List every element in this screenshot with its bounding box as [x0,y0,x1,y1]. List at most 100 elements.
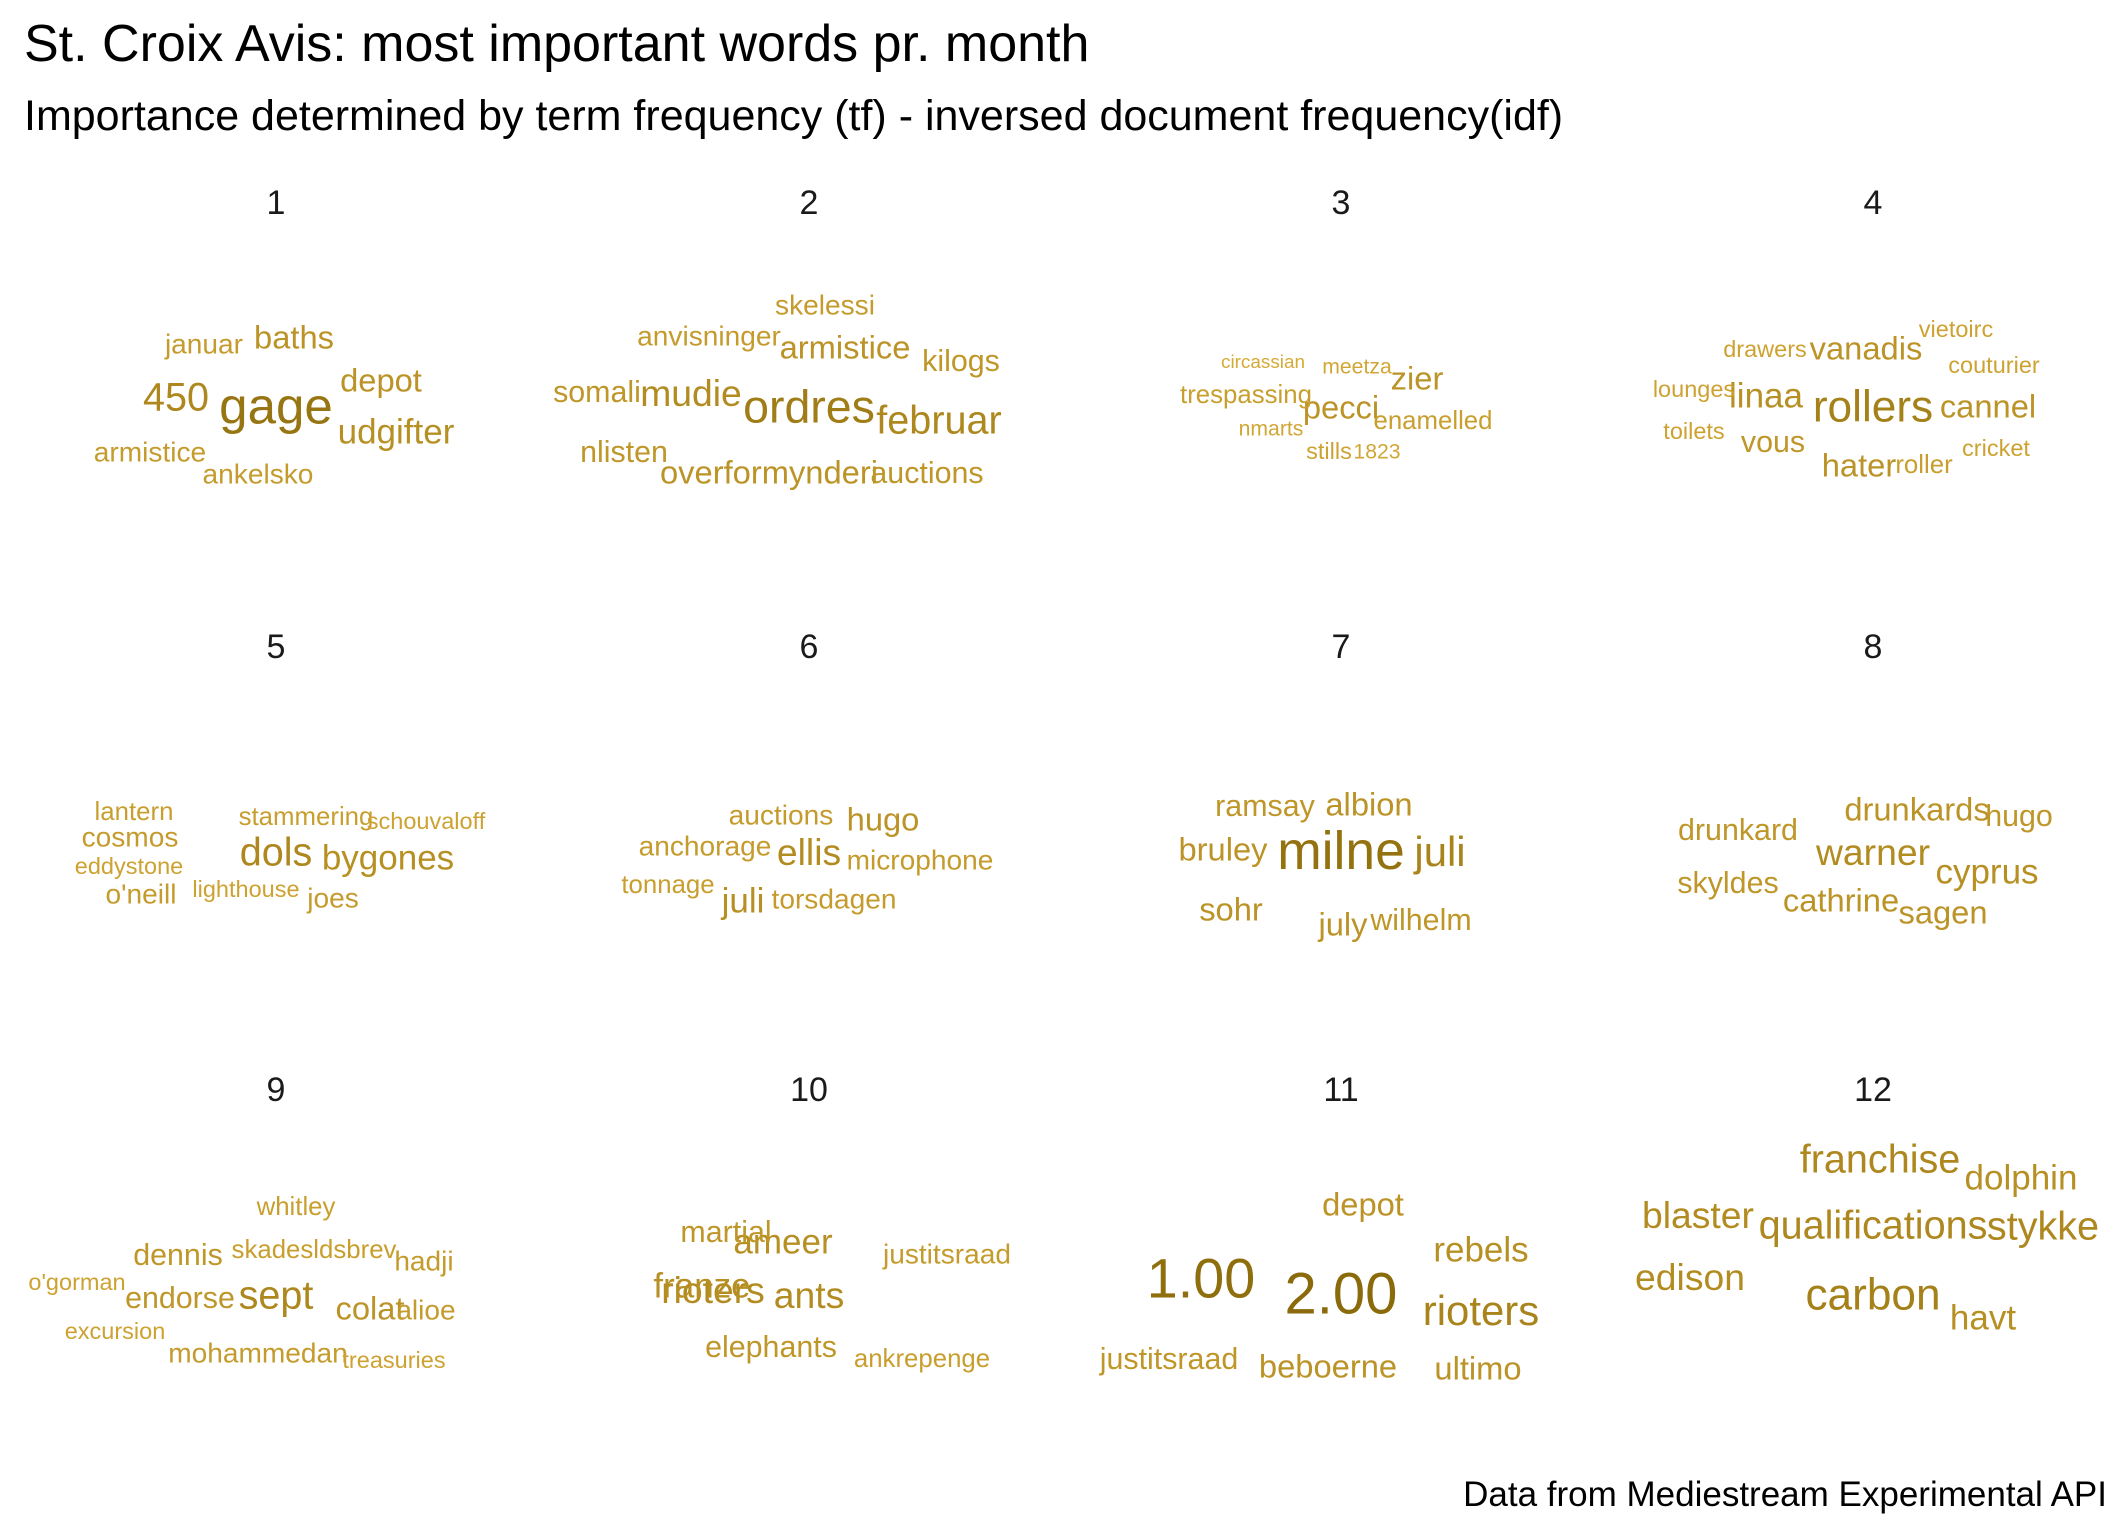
facet-title: 4 [1864,184,1883,222]
facet-title: 6 [800,628,819,666]
word-label: auctions [870,456,983,490]
word-label: lounges [1653,376,1735,402]
chart-title: St. Croix Avis: most important words pr.… [24,15,1090,73]
word-label: schouvaloff [367,808,486,834]
word-label: 1.00 [1147,1248,1255,1310]
chart-caption: Data from Mediestream Experimental API [1463,1475,2107,1514]
word-label: 450 [143,375,209,419]
word-label: torsdagen [772,883,897,914]
word-label: o'gorman [28,1269,125,1295]
word-label: sagen [1898,894,1987,931]
word-label: couturier [1948,352,2040,378]
word-label: eddystone [75,853,183,879]
word-label: ordres [743,380,875,432]
word-label: 1823 [1353,441,1400,464]
word-label: skelessi [775,289,875,320]
word-label: depot [340,362,422,399]
facet-title: 12 [1854,1071,1892,1109]
word-label: microphone [847,844,994,875]
word-label: carbon [1805,1271,1940,1320]
word-label: armistice [94,436,206,467]
word-label: qualifications [1759,1203,1988,1247]
word-label: cannel [1940,388,2036,425]
word-label: rebels [1433,1230,1528,1269]
chart-subtitle: Importance determined by term frequency … [24,92,1564,140]
facet-panel-11: 11 2.00 1.00 rioters rebels depot ultimo beboer… [1099,1071,1539,1387]
word-label: drunkards [1844,791,1989,828]
word-label: juli [1412,828,1465,875]
word-label: colat [335,1290,404,1327]
word-label: mudie [640,372,742,414]
word-label: kilogs [922,344,1000,378]
word-label: nlisten [580,435,668,469]
word-label: dols [240,830,313,874]
word-label: roller [1895,451,1953,479]
word-label: rioters [661,1269,765,1311]
facet-title: 9 [267,1071,286,1109]
facet-panel-3: 3 pecci zier enamelled trespassing stills 1823… [1180,184,1492,464]
word-label: stykke [1987,1204,2099,1248]
word-label: ramsay [1215,789,1315,823]
word-label: 2.00 [1285,1261,1398,1326]
word-label: justitsraad [882,1238,1011,1269]
word-label: albion [1325,786,1412,823]
word-label: franze [653,1266,750,1305]
word-label: elephants [705,1330,837,1364]
word-label: somali [553,375,641,409]
word-label: armistice [780,329,911,366]
word-label: tonnage [621,871,714,899]
word-label: skyldes [1677,866,1778,900]
word-label: justitsraad [1099,1342,1239,1376]
facet-panel-4: 4 rollers linaa cannel vanadis hater vous rolle… [1653,184,2040,484]
word-label: nmarts [1239,418,1304,441]
word-label: milne [1277,822,1405,881]
facet-title: 10 [790,1071,828,1109]
word-label: edison [1635,1256,1745,1298]
word-label: martial [680,1215,771,1249]
word-label: drawers [1723,336,1807,362]
facet-title: 11 [1323,1071,1358,1109]
word-label: drunkard [1678,813,1798,847]
word-label: meetza [1322,356,1392,379]
word-label: sept [239,1273,314,1317]
word-label: overformynderi [660,454,878,491]
word-label: bygones [322,838,454,877]
word-label: depot [1322,1186,1404,1223]
word-label: skadesldsbrev [232,1236,397,1264]
word-label: ellis [777,831,841,873]
word-label: ankrepenge [854,1345,990,1373]
word-label: hater [1822,447,1897,484]
word-label: cricket [1962,435,2030,461]
word-label: rollers [1813,383,1933,432]
word-label: blaster [1642,1194,1754,1236]
word-label: udgifter [338,412,455,451]
word-label: joes [306,882,359,913]
word-label: pecci [1303,389,1379,426]
word-label: zier [1391,360,1444,397]
word-label: februar [876,398,1001,442]
word-label: ameer [733,1222,833,1261]
word-label: whitley [256,1193,336,1221]
word-label: gage [219,378,333,435]
word-label: bruley [1178,831,1268,868]
word-label: vietoirc [1919,316,1994,342]
facet-title: 1 [267,184,286,222]
word-label: ultimo [1434,1350,1521,1387]
word-label: anvisninger [637,320,781,351]
facet-title: 5 [267,628,286,666]
word-label: ants [774,1274,845,1316]
word-label: trespassing [1180,381,1312,409]
word-label: endorse [125,1281,235,1315]
facet-panel-9: 9 sept colat dennis endorse mohammedan alioe ha… [28,1071,455,1373]
word-label: enamelled [1373,407,1492,435]
word-label: rioters [1423,1287,1539,1334]
facet-title: 2 [800,184,819,222]
facet-panel-12: 12 carbon qualifications franchise stykke bla… [1635,1071,2099,1337]
word-label: excursion [65,1318,166,1344]
facet-panel-2: 2 ordres februar mudie armistice overformynde… [553,184,1002,491]
word-label: dolphin [1965,1158,2078,1197]
word-label: vanadis [1810,330,1923,367]
word-label: vous [1741,425,1805,459]
word-label: havt [1950,1298,2016,1337]
